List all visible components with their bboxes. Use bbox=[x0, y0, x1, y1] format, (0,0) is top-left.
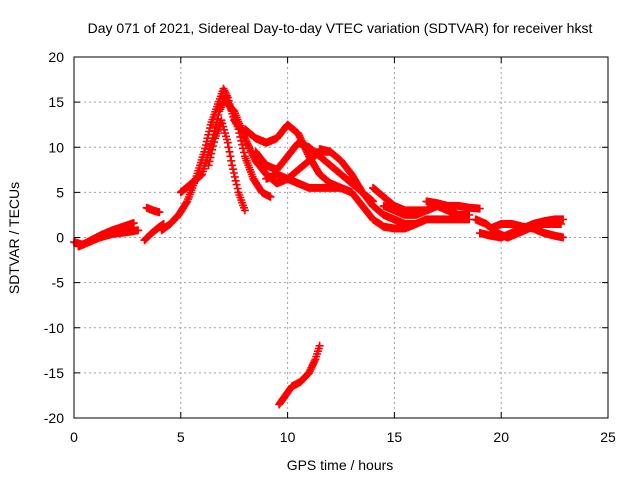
y-tick-label: -5 bbox=[52, 275, 65, 291]
x-tick-label: 5 bbox=[177, 429, 185, 445]
y-tick-label: 15 bbox=[48, 94, 64, 110]
data-series-arc-11 bbox=[262, 170, 356, 197]
data-series-arc-13 bbox=[347, 188, 474, 233]
y-tick-label: -15 bbox=[44, 365, 64, 381]
data-points bbox=[70, 84, 568, 409]
data-series-arc-3 bbox=[140, 220, 168, 245]
x-axis-label: GPS time / hours bbox=[287, 457, 394, 473]
y-tick-label: 10 bbox=[48, 139, 64, 155]
data-series-arc-20 bbox=[275, 341, 324, 409]
data-markers bbox=[204, 116, 249, 215]
data-markers bbox=[142, 203, 164, 217]
x-tick-label: 0 bbox=[70, 429, 78, 445]
y-tick-label: 0 bbox=[56, 230, 64, 246]
data-markers bbox=[140, 220, 168, 245]
x-tick-label: 15 bbox=[387, 429, 403, 445]
axis-ticks: 0 5 10 15 20 25 -20 -15 -10 -5 0 5 10 15 20 bbox=[44, 49, 616, 445]
data-series-arc-12 bbox=[315, 145, 420, 228]
data-markers bbox=[422, 197, 484, 213]
data-markers bbox=[315, 145, 420, 228]
y-tick-label: 20 bbox=[48, 49, 64, 65]
x-tick-label: 10 bbox=[280, 429, 296, 445]
x-tick-label: 25 bbox=[600, 429, 616, 445]
data-series-arc-16 bbox=[422, 197, 484, 213]
data-series-arc-2 bbox=[74, 226, 143, 251]
y-tick-label: -10 bbox=[44, 320, 64, 336]
y-tick-label: -20 bbox=[44, 410, 64, 426]
data-markers bbox=[74, 226, 143, 251]
grid bbox=[74, 57, 608, 418]
chart-title: Day 071 of 2021, Sidereal Day-to-day VTE… bbox=[88, 20, 593, 36]
data-series-arc-7 bbox=[204, 116, 249, 215]
data-markers bbox=[486, 220, 568, 242]
y-tick-label: 5 bbox=[56, 184, 64, 200]
x-tick-label: 20 bbox=[493, 429, 509, 445]
data-markers bbox=[347, 188, 474, 233]
plot-frame bbox=[73, 56, 609, 419]
data-series-arc-19 bbox=[486, 220, 568, 242]
data-markers bbox=[262, 170, 356, 197]
data-series-arc-4 bbox=[142, 203, 164, 217]
data-markers bbox=[275, 341, 324, 409]
y-axis-label: SDTVAR / TECUs bbox=[6, 182, 22, 294]
